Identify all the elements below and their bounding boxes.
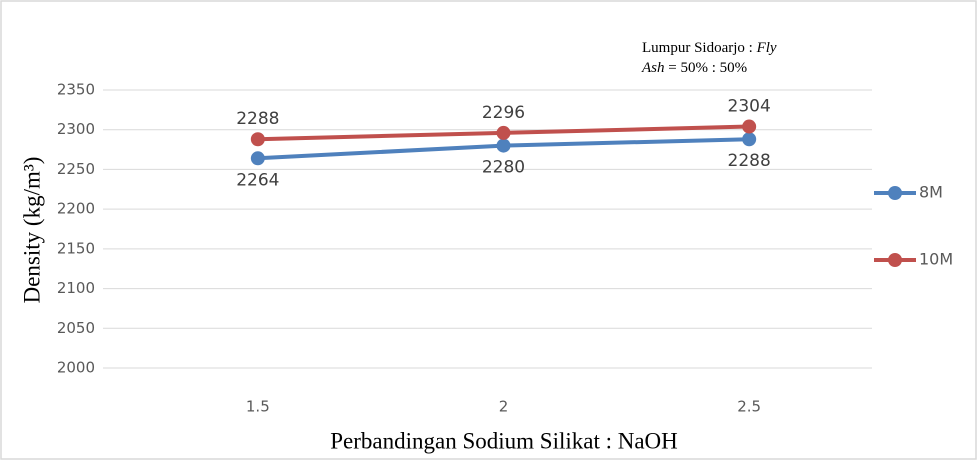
data-point	[250, 151, 265, 166]
legend-label: 8M	[919, 183, 943, 202]
y-tick-label: 2050	[57, 319, 95, 337]
y-tick-label: 2350	[57, 81, 95, 99]
data-point	[742, 119, 757, 134]
data-point	[250, 132, 265, 147]
data-label: 2288	[728, 151, 771, 171]
annotation-text: Lumpur Sidoarjo :	[642, 40, 757, 56]
y-tick-label: 2300	[57, 120, 95, 138]
legend-marker	[888, 186, 902, 200]
data-label: 2296	[482, 103, 525, 123]
x-tick-label: 1.5	[246, 398, 270, 416]
x-tick-label: 2.5	[737, 398, 761, 416]
data-point	[496, 125, 511, 140]
data-label: 2304	[728, 97, 771, 117]
annotation: Lumpur Sidoarjo : Fly Ash = 50% : 50%	[642, 38, 792, 78]
x-tick-label: 2	[499, 398, 509, 416]
y-tick-label: 2250	[57, 160, 95, 178]
data-point	[496, 138, 511, 153]
legend-marker	[888, 253, 902, 267]
y-tick-label: 2000	[57, 359, 95, 377]
annotation-text: = 50% : 50%	[664, 60, 748, 76]
annotation-text: Fly Ash	[642, 40, 777, 76]
data-label: 2280	[482, 158, 525, 178]
y-tick-label: 2150	[57, 239, 95, 257]
y-tick-label: 2200	[57, 200, 95, 218]
data-label: 2264	[236, 170, 279, 190]
y-tick-label: 2100	[57, 279, 95, 297]
x-axis-title: Perbandingan Sodium Silikat : NaOH	[330, 428, 678, 453]
legend-label: 10M	[919, 250, 953, 269]
data-label: 2288	[236, 109, 279, 129]
data-point	[742, 132, 757, 147]
y-axis-title: Density (kg/m³)	[19, 157, 44, 304]
